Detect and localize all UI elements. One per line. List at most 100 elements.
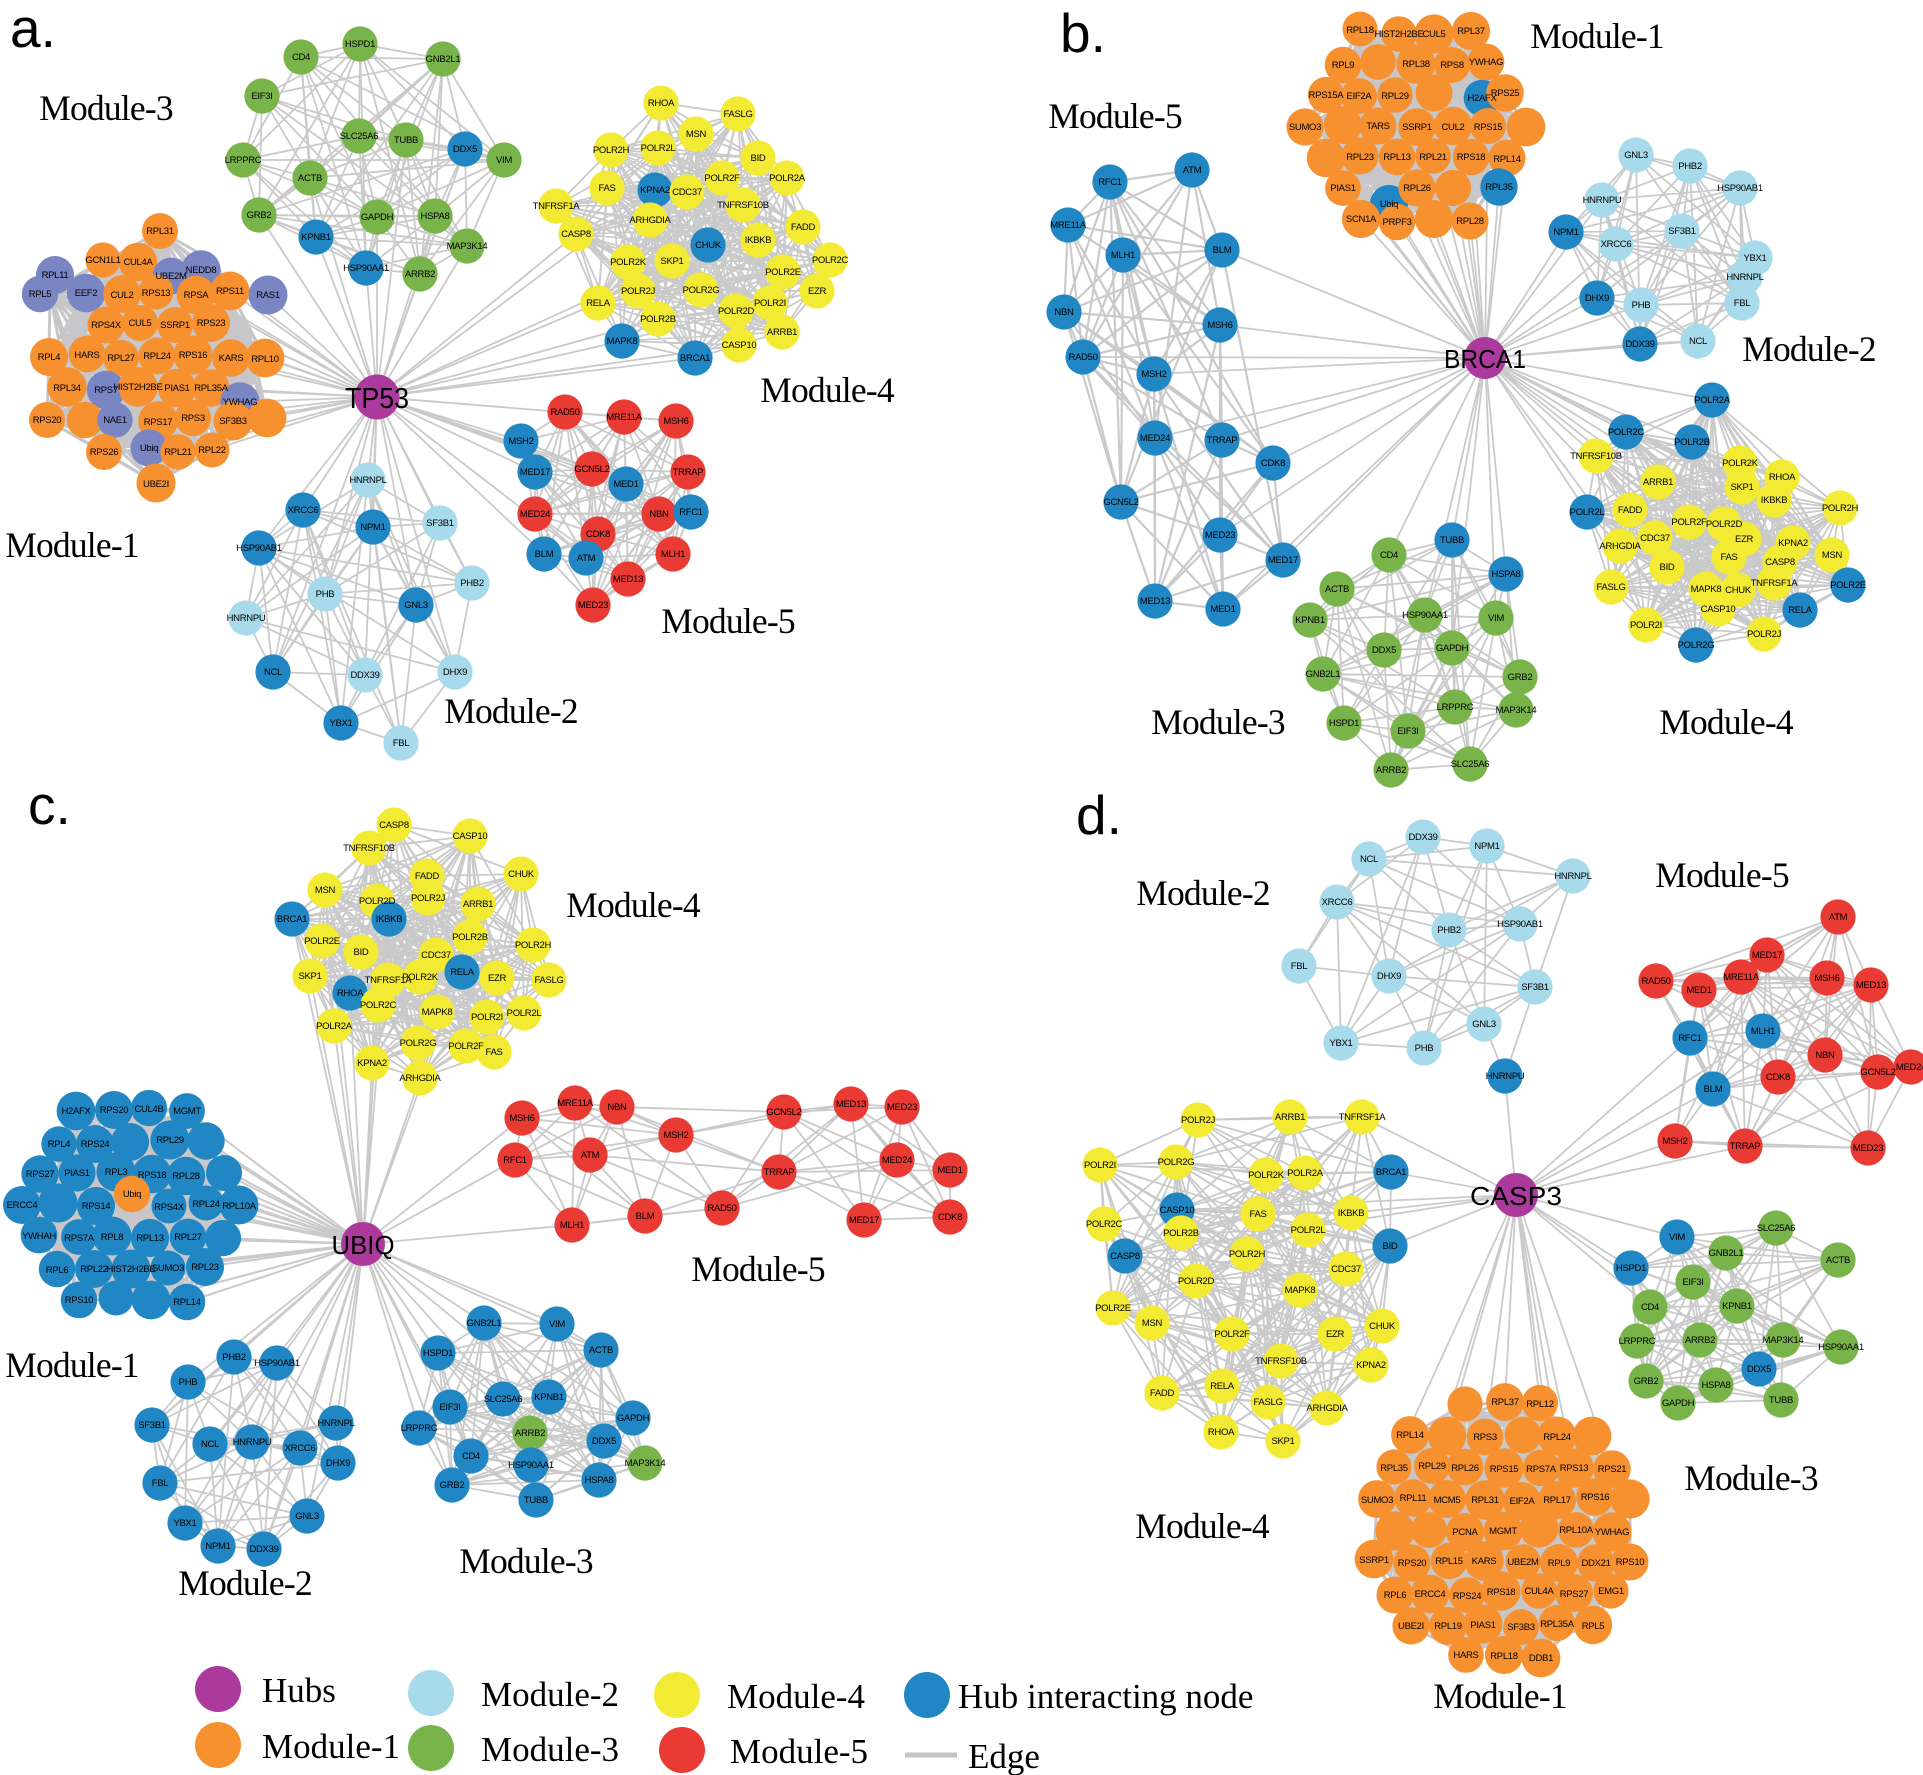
- svg-text:GNL3: GNL3: [1472, 1019, 1496, 1030]
- svg-text:RPS23: RPS23: [197, 318, 226, 329]
- svg-text:RPL21: RPL21: [1419, 152, 1447, 163]
- svg-text:ARHGDIA: ARHGDIA: [1306, 1403, 1348, 1414]
- svg-text:PHB2: PHB2: [1678, 161, 1702, 172]
- svg-text:PIAS1: PIAS1: [1330, 183, 1355, 194]
- svg-text:POLR2L: POLR2L: [1291, 1225, 1326, 1236]
- svg-text:DHX9: DHX9: [326, 1458, 350, 1469]
- svg-text:POLR2B: POLR2B: [640, 314, 676, 325]
- svg-text:GCN5L2: GCN5L2: [766, 1107, 801, 1118]
- svg-text:MAPK8: MAPK8: [1691, 584, 1722, 595]
- svg-text:BID: BID: [751, 153, 766, 164]
- svg-text:HIST2H2BE: HIST2H2BE: [113, 382, 162, 393]
- svg-text:CASP8: CASP8: [561, 229, 591, 240]
- svg-text:RPL13: RPL13: [1383, 152, 1411, 163]
- svg-text:Ubiq: Ubiq: [1380, 199, 1398, 210]
- svg-text:HNRNPU: HNRNPU: [227, 613, 266, 624]
- svg-text:GAPDH: GAPDH: [617, 1413, 650, 1424]
- svg-text:RPS18: RPS18: [1457, 152, 1486, 163]
- svg-text:RFC1: RFC1: [679, 507, 703, 518]
- svg-text:SUMO3: SUMO3: [152, 1263, 184, 1274]
- svg-text:RAD50: RAD50: [707, 1203, 736, 1214]
- svg-text:IKBKB: IKBKB: [376, 914, 403, 925]
- svg-text:HIST2H2BE: HIST2H2BE: [106, 1264, 155, 1275]
- svg-text:ATM: ATM: [1829, 912, 1848, 923]
- svg-text:Module-3: Module-3: [481, 1730, 619, 1769]
- svg-text:POLR2A: POLR2A: [316, 1021, 353, 1032]
- svg-text:DDX5: DDX5: [1372, 645, 1396, 656]
- svg-text:CHUK: CHUK: [508, 869, 535, 880]
- svg-text:TUBB: TUBB: [394, 135, 418, 146]
- svg-text:RPS27: RPS27: [26, 1169, 55, 1180]
- svg-text:POLR2C: POLR2C: [812, 255, 849, 266]
- svg-text:POLR2K: POLR2K: [1248, 1170, 1285, 1181]
- svg-text:LRPPRC: LRPPRC: [1619, 1336, 1656, 1347]
- svg-text:RPL5: RPL5: [1582, 1621, 1605, 1632]
- svg-text:MGMT: MGMT: [1489, 1526, 1517, 1537]
- svg-text:RPS8: RPS8: [1440, 60, 1464, 71]
- svg-text:PHB2: PHB2: [222, 1352, 246, 1363]
- svg-text:NBN: NBN: [649, 509, 669, 520]
- svg-text:Module-4: Module-4: [1659, 702, 1794, 742]
- svg-text:RAS1: RAS1: [256, 290, 280, 301]
- svg-text:Module-1: Module-1: [5, 1345, 139, 1385]
- svg-text:HNRNPL: HNRNPL: [317, 1418, 354, 1429]
- svg-text:RPS3: RPS3: [1473, 1432, 1497, 1443]
- svg-text:DDB1: DDB1: [1529, 1653, 1553, 1664]
- svg-text:RPL21: RPL21: [164, 447, 192, 458]
- svg-text:PRPF3: PRPF3: [1382, 217, 1411, 228]
- svg-text:MRE11A: MRE11A: [606, 412, 642, 423]
- svg-text:NAE1: NAE1: [103, 415, 127, 426]
- svg-text:HSPA8: HSPA8: [421, 211, 450, 222]
- svg-text:POLR2G: POLR2G: [400, 1038, 437, 1049]
- svg-text:POLR2I: POLR2I: [1630, 620, 1662, 631]
- svg-text:RPL31: RPL31: [146, 226, 174, 237]
- svg-text:GAPDH: GAPDH: [361, 212, 394, 223]
- svg-text:MED1: MED1: [937, 1165, 962, 1176]
- svg-text:EIF3I: EIF3I: [1397, 726, 1418, 737]
- svg-text:UBE2I: UBE2I: [1398, 1621, 1424, 1632]
- svg-text:RPS27: RPS27: [1560, 1589, 1589, 1600]
- svg-text:Module-5: Module-5: [1655, 855, 1789, 895]
- svg-text:TRRAP: TRRAP: [1730, 1141, 1761, 1152]
- svg-text:Module-4: Module-4: [1135, 1506, 1270, 1546]
- svg-text:RPL22: RPL22: [198, 445, 226, 456]
- svg-text:POLR2I: POLR2I: [471, 1012, 503, 1023]
- svg-text:FASLG: FASLG: [534, 975, 563, 986]
- svg-text:ATM: ATM: [1183, 165, 1202, 176]
- svg-text:EMG1: EMG1: [1598, 1586, 1624, 1597]
- svg-text:CDK8: CDK8: [586, 529, 610, 540]
- svg-text:SKP1: SKP1: [298, 971, 321, 982]
- svg-text:RPL14: RPL14: [1493, 154, 1521, 165]
- svg-text:c.: c.: [28, 774, 71, 836]
- svg-text:TNFRSF1A: TNFRSF1A: [1339, 1112, 1387, 1123]
- svg-text:LRPPRC: LRPPRC: [225, 155, 262, 166]
- svg-text:MSH2: MSH2: [663, 1130, 688, 1141]
- svg-text:RPL29: RPL29: [1418, 1461, 1446, 1472]
- svg-text:MED24: MED24: [1140, 433, 1170, 444]
- svg-text:LRPPRC: LRPPRC: [401, 1423, 438, 1434]
- svg-text:ARRB2: ARRB2: [1685, 1335, 1715, 1346]
- svg-text:MSN: MSN: [315, 885, 336, 896]
- svg-text:RPL35A: RPL35A: [1540, 1619, 1575, 1630]
- svg-text:CDK8: CDK8: [1261, 458, 1285, 469]
- svg-text:MED17: MED17: [1752, 950, 1782, 961]
- svg-text:ARHGDIA: ARHGDIA: [399, 1073, 441, 1084]
- svg-text:HARS: HARS: [1453, 1650, 1478, 1661]
- svg-text:DDX5: DDX5: [1747, 1364, 1771, 1375]
- svg-text:POLR2K: POLR2K: [402, 972, 439, 983]
- svg-text:HNRNPU: HNRNPU: [233, 1437, 272, 1448]
- svg-text:RPL18: RPL18: [1346, 25, 1374, 36]
- svg-text:SKP1: SKP1: [660, 256, 683, 267]
- svg-text:RHOA: RHOA: [337, 988, 364, 999]
- svg-text:VIM: VIM: [1488, 613, 1504, 624]
- svg-text:RPL11: RPL11: [1400, 1493, 1427, 1504]
- svg-text:FADD: FADD: [415, 871, 440, 882]
- svg-text:GAPDH: GAPDH: [1662, 1398, 1695, 1409]
- svg-text:RPS21: RPS21: [1598, 1464, 1627, 1475]
- svg-text:RPL24: RPL24: [192, 1199, 220, 1210]
- svg-text:POLR2L: POLR2L: [1570, 507, 1605, 518]
- svg-text:NPM1: NPM1: [1474, 841, 1499, 852]
- svg-text:RPL27: RPL27: [174, 1232, 202, 1243]
- svg-text:Module-4: Module-4: [727, 1677, 865, 1716]
- svg-text:NBN: NBN: [1815, 1050, 1835, 1061]
